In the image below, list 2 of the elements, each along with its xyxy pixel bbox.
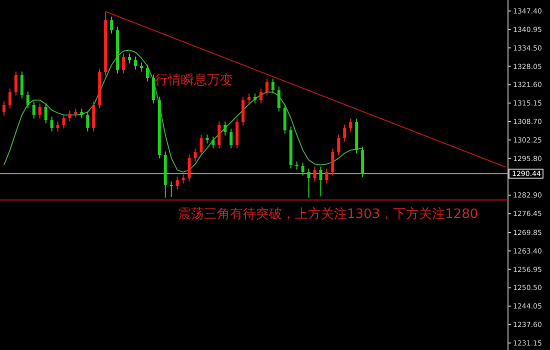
annotation: 震荡三角有待突破，上方关注1303，下方关注1280 [178, 206, 478, 222]
annotation: 行情瞬息万变 [155, 73, 233, 88]
